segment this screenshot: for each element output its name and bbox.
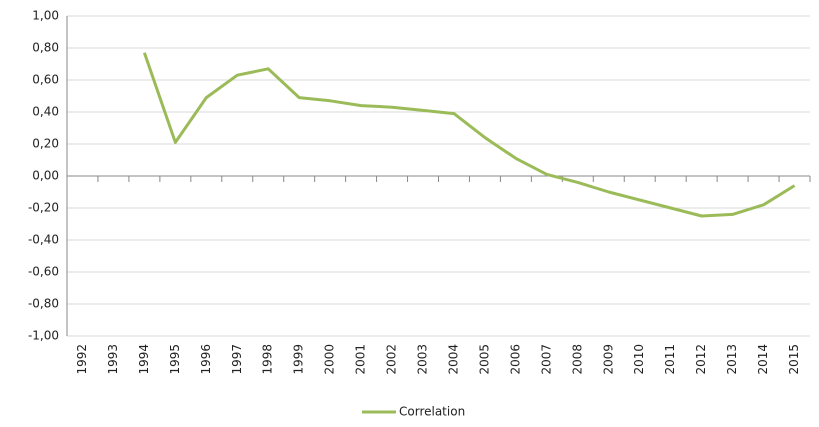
x-tick-label: 1997 — [230, 344, 244, 375]
x-tick-label: 2011 — [663, 344, 677, 375]
x-tick-label: 1993 — [106, 344, 120, 375]
y-tick-label: 1,00 — [32, 9, 59, 23]
y-tick-label: -0,60 — [28, 265, 59, 279]
x-tick-label: 2001 — [354, 344, 368, 375]
x-tick-label: 2006 — [508, 344, 522, 375]
y-tick-label: -1,00 — [28, 329, 59, 343]
x-tick-label: 1995 — [168, 344, 182, 375]
x-tick-label: 2009 — [601, 344, 615, 375]
x-tick-label: 2002 — [385, 344, 399, 375]
y-tick-label: -0,20 — [28, 201, 59, 215]
x-tick-label: 1996 — [199, 344, 213, 375]
y-tick-label: 0,00 — [32, 169, 59, 183]
x-tick-label: 2007 — [539, 344, 553, 375]
y-tick-label: 0,20 — [32, 137, 59, 151]
series-line — [142, 52, 796, 218]
x-tick-label: 1998 — [261, 344, 275, 375]
y-tick-label: 0,80 — [32, 41, 59, 55]
x-tick-label: 2003 — [416, 344, 430, 375]
y-tick-label: -0,40 — [28, 233, 59, 247]
x-tick-label: 2008 — [570, 344, 584, 375]
x-tick-label: 2013 — [725, 344, 739, 375]
x-tick-label: 2014 — [756, 344, 770, 375]
x-tick-label: 2010 — [632, 344, 646, 375]
x-tick-label: 2004 — [446, 344, 460, 375]
y-tick-label: 0,60 — [32, 73, 59, 87]
x-tick-label: 1999 — [292, 344, 306, 375]
x-tick-label: 2012 — [694, 344, 708, 375]
y-tick-label: -0,80 — [28, 297, 59, 311]
x-tick-label: 1994 — [137, 344, 151, 375]
x-tick-label: 1992 — [75, 344, 89, 375]
x-tick-label: 2000 — [323, 344, 337, 375]
y-tick-label: 0,40 — [32, 105, 59, 119]
legend-label: Correlation — [399, 405, 465, 419]
x-tick-label: 2005 — [477, 344, 491, 375]
x-tick-label: 2015 — [787, 344, 801, 375]
